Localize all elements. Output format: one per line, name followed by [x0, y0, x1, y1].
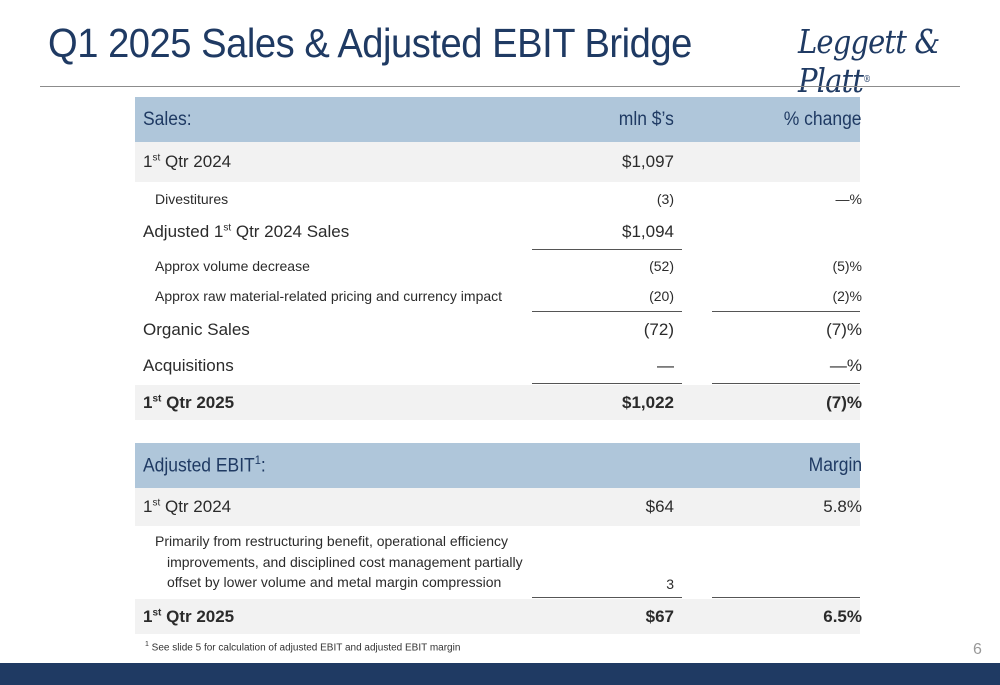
row-value: — [657, 356, 674, 375]
row-label: Approx raw material-related pricing and … [155, 288, 503, 304]
row-pct: —% [829, 356, 862, 375]
row-value: $1,094 [622, 222, 674, 241]
footnote-text: See slide 5 for calculation of adjusted … [148, 642, 461, 654]
row-value: $67 [645, 606, 674, 626]
row-value: (20) [649, 288, 674, 304]
driver-line: improvements, and disciplined cost manag… [167, 553, 523, 570]
row-label: Adjusted 1st Qtr 2024 Sales [143, 222, 349, 242]
sales-header-mln: mln $’s [618, 108, 674, 130]
row-label: Divestitures [155, 191, 229, 207]
row-margin: 6.5% [823, 606, 862, 626]
subtotal-underline [712, 311, 860, 312]
total-underline [712, 383, 860, 384]
subtotal-underline [532, 311, 682, 312]
title-divider [40, 86, 960, 87]
sales-row-adjusted-q1-2024: Adjusted 1st Qtr 2024 Sales $1,094 [135, 216, 860, 248]
driver-line: Primarily from restructuring benefit, op… [155, 533, 509, 549]
footer-bar [0, 663, 1000, 685]
subtotal-underline [532, 249, 682, 250]
row-value: (52) [649, 258, 674, 274]
page-number: 6 [973, 641, 982, 658]
logo-registered-mark: ® [863, 75, 871, 85]
label-part: Qtr 2024 Sales [231, 222, 350, 241]
label-part: Qtr 2025 [161, 392, 235, 412]
row-value: $64 [645, 497, 674, 516]
footnote-marker: 1 [145, 641, 149, 648]
row-label: 1st Qtr 2024 [143, 497, 231, 517]
total-underline [532, 383, 682, 384]
logo-text: Leggett & Platt [798, 22, 940, 100]
company-logo: Leggett & Platt® [798, 22, 976, 100]
row-label: 1st Qtr 2024 [143, 152, 231, 172]
label-superscript: st [152, 497, 161, 509]
row-value: (72) [643, 320, 674, 339]
label-superscript: st [223, 222, 232, 234]
row-label: Organic Sales [143, 320, 250, 339]
label-part: Adjusted EBIT [143, 455, 255, 477]
row-value: 3 [666, 576, 674, 592]
label-superscript: st [152, 392, 162, 404]
driver-line: offset by lower volume and metal margin … [167, 574, 502, 590]
label-part: 1 [143, 152, 153, 171]
sales-header-pct-change: % change [784, 108, 862, 130]
total-underline [712, 597, 860, 598]
ebit-header-row: Adjusted EBIT1: Margin [135, 443, 862, 488]
row-pct: (5)% [832, 258, 862, 274]
row-label: 1st Qtr 2025 [143, 393, 234, 413]
row-value: (3) [656, 191, 674, 207]
row-pct: (2)% [832, 288, 862, 304]
label-part: Qtr 2025 [161, 606, 235, 626]
total-underline [532, 597, 682, 598]
sales-row-pricing: Approx raw material-related pricing and … [135, 282, 862, 310]
ebit-driver-description: Primarily from restructuring benefit, op… [155, 531, 523, 593]
row-value: $1,097 [622, 152, 674, 171]
label-part: 1 [143, 392, 153, 412]
label-part: 1 [143, 606, 153, 626]
sales-row-q1-2024: 1st Qtr 2024 $1,097 [135, 142, 860, 182]
ebit-row-q1-2025: 1st Qtr 2025 $67 6.5% [135, 599, 862, 634]
label-superscript: st [152, 152, 161, 164]
sales-row-divestitures: Divestitures (3) —% [135, 184, 862, 214]
row-margin: 5.8% [823, 497, 862, 516]
sales-row-organic: Organic Sales (72) (7)% [135, 313, 862, 347]
row-pct: (7)% [826, 392, 862, 412]
ebit-header-label: Adjusted EBIT1: [143, 453, 266, 477]
ebit-row-q1-2024: 1st Qtr 2024 $64 5.8% [135, 488, 862, 526]
row-label: Acquisitions [143, 356, 234, 375]
row-label: Approx volume decrease [155, 258, 310, 274]
label-part: Adjusted 1 [143, 222, 224, 241]
row-pct: (7)% [826, 320, 862, 339]
row-pct: —% [835, 191, 862, 207]
label-superscript: 1 [254, 453, 261, 468]
label-part: : [260, 455, 266, 477]
footnote: 1 See slide 5 for calculation of adjuste… [145, 641, 460, 653]
sales-row-volume: Approx volume decrease (52) (5)% [135, 252, 862, 280]
sales-row-acquisitions: Acquisitions — —% [135, 349, 862, 383]
label-part: 1 [143, 497, 153, 516]
slide-title: Q1 2025 Sales & Adjusted EBIT Bridge [48, 20, 692, 66]
row-label: 1st Qtr 2025 [143, 607, 234, 627]
sales-row-q1-2025: 1st Qtr 2025 $1,022 (7)% [135, 385, 862, 420]
ebit-header-margin: Margin [808, 454, 862, 476]
sales-header-label: Sales: [143, 108, 192, 130]
sales-header-row: Sales: mln $’s % change [135, 97, 862, 142]
label-superscript: st [152, 606, 162, 618]
label-part: Qtr 2024 [160, 152, 232, 171]
label-part: Qtr 2024 [160, 497, 232, 516]
ebit-driver-row: 3 [135, 572, 860, 596]
row-value: $1,022 [622, 392, 674, 412]
